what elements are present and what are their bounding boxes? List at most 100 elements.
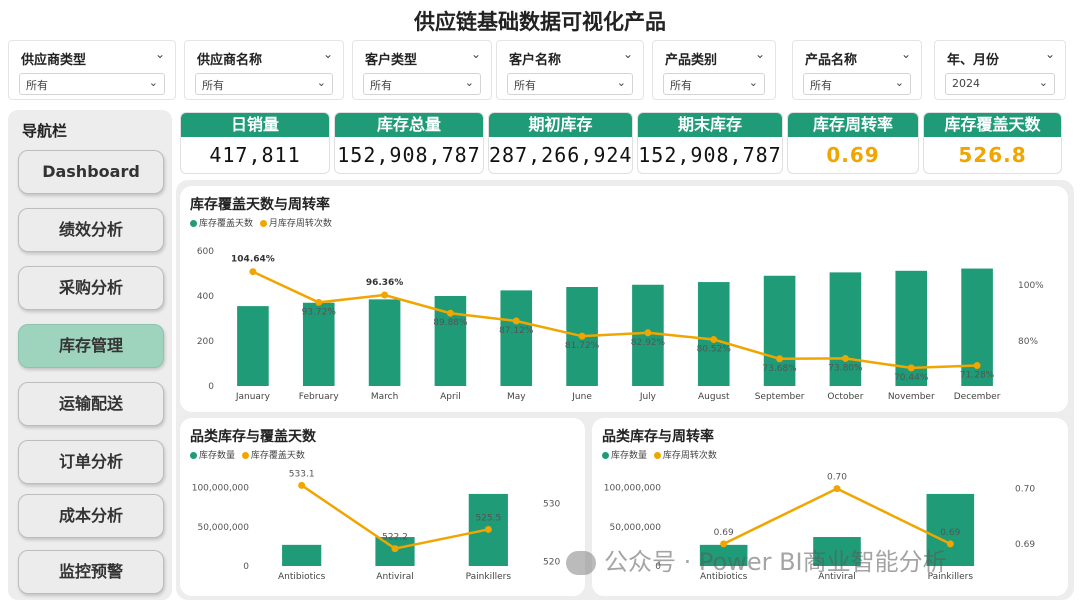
filter-select[interactable]: 2024 ⌄ <box>945 73 1055 95</box>
x-tick-label: March <box>371 392 398 402</box>
filter-label: 客户名称 <box>509 53 562 68</box>
data-label: 96.36% <box>366 278 404 288</box>
y2-tick-label: 0.70 <box>1015 485 1035 495</box>
bar <box>500 290 533 386</box>
chevron-down-icon[interactable]: ⌄ <box>1044 47 1055 61</box>
monthly-chart-svg: 600 400 200 0 100% 80% January February March Apr… <box>197 247 1044 402</box>
x-tick-label: Painkillers <box>466 572 512 582</box>
filter-label: 年、月份 <box>947 53 1000 68</box>
filter-select[interactable]: 所有 ⌄ <box>663 73 765 95</box>
line-point <box>776 355 784 363</box>
nav-item-dashboard[interactable]: Dashboard <box>18 150 164 194</box>
nav-item-orders[interactable]: 订单分析 <box>18 440 164 484</box>
data-label: 70.44% <box>894 373 929 383</box>
legend-item: 库存覆盖天数 <box>250 451 305 461</box>
filter-product-name[interactable]: 产品名称 ⌄ 所有 ⌄ <box>792 40 922 100</box>
filter-select[interactable]: 所有 ⌄ <box>195 73 333 95</box>
chevron-down-icon: ⌄ <box>464 76 474 89</box>
chevron-down-icon[interactable]: ⌄ <box>754 47 765 61</box>
kpi-value: 526.8 <box>958 143 1027 167</box>
data-label: 533.1 <box>289 469 315 479</box>
line-point <box>298 481 306 489</box>
y-tick-label: 50,000,000 <box>609 523 661 533</box>
y2-tick-label: 530 <box>543 499 560 509</box>
chevron-down-icon: ⌄ <box>148 76 158 89</box>
filter-customer-name[interactable]: 客户名称 ⌄ 所有 ⌄ <box>496 40 644 100</box>
x-tick-label: Antibiotics <box>700 572 748 582</box>
chevron-down-icon[interactable]: ⌄ <box>622 47 633 61</box>
chevron-down-icon: ⌄ <box>1038 76 1048 89</box>
data-label: 81.72% <box>565 341 600 351</box>
filter-supplier-name[interactable]: 供应商名称 ⌄ 所有 ⌄ <box>184 40 344 100</box>
bar <box>926 493 975 566</box>
legend-item: 库存数量 <box>199 451 236 461</box>
kpi-value: 152,908,787 <box>638 143 782 167</box>
filter-select[interactable]: 所有 ⌄ <box>803 73 911 95</box>
chevron-down-icon[interactable]: ⌄ <box>900 47 911 61</box>
data-label: 522.2 <box>382 533 408 543</box>
kpi-label: 期初库存 <box>489 113 632 137</box>
data-label: 0.69 <box>714 528 734 538</box>
y-tick-label: 200 <box>197 337 214 347</box>
nav-item-cost[interactable]: 成本分析 <box>18 494 164 538</box>
x-tick-label: August <box>698 392 730 402</box>
chevron-down-icon: ⌄ <box>894 76 904 89</box>
nav-item-logistics[interactable]: 运输配送 <box>18 382 164 426</box>
nav-item-performance[interactable]: 绩效分析 <box>18 208 164 252</box>
x-tick-label: April <box>440 392 461 402</box>
x-tick-label: December <box>954 392 1001 402</box>
y-tick-label: 100,000,000 <box>192 484 250 494</box>
chevron-down-icon: ⌄ <box>616 76 626 89</box>
filter-select[interactable]: 所有 ⌄ <box>507 73 633 95</box>
line-point <box>249 268 257 276</box>
series-line <box>252 270 978 370</box>
filter-supplier-type[interactable]: 供应商类型 ⌄ 所有 ⌄ <box>8 40 176 100</box>
line-point <box>841 354 849 362</box>
chevron-down-icon[interactable]: ⌄ <box>470 47 481 61</box>
kpi-closing-inventory: 期末库存 152,908,787 <box>637 112 783 174</box>
series-line <box>723 487 951 546</box>
kpi-label: 期末库存 <box>638 113 782 137</box>
filter-customer-type[interactable]: 客户类型 ⌄ 所有 ⌄ <box>352 40 492 100</box>
y-tick-label: 400 <box>197 292 214 302</box>
kpi-label: 库存总量 <box>335 113 483 137</box>
data-label: 0.69 <box>940 528 960 538</box>
data-label: 89.88% <box>433 318 468 328</box>
nav-item-procurement[interactable]: 采购分析 <box>18 266 164 310</box>
category-coverage-panel: 品类库存与覆盖天数 库存数量 库存覆盖天数 100,000,000 50,000,… <box>180 418 585 596</box>
kpi-value: 152,908,787 <box>337 143 481 167</box>
filter-select[interactable]: 所有 ⌄ <box>363 73 481 95</box>
kpi-value: 417,811 <box>209 143 301 167</box>
chevron-down-icon[interactable]: ⌄ <box>154 47 165 61</box>
filter-label: 供应商类型 <box>21 53 87 68</box>
chart-legend: 库存覆盖天数 月库存周转次数 <box>190 216 332 229</box>
chevron-down-icon[interactable]: ⌄ <box>322 47 333 61</box>
kpi-total-inventory: 库存总量 152,908,787 <box>334 112 484 174</box>
line-point <box>391 545 399 553</box>
y2-tick-label: 0.69 <box>1015 540 1035 550</box>
nav-item-alerts[interactable]: 监控预警 <box>18 550 164 594</box>
line-point <box>512 317 520 325</box>
y-tick-label: 600 <box>197 247 214 257</box>
line-point <box>720 540 728 548</box>
data-label: 71.28% <box>960 371 995 381</box>
filter-year-month[interactable]: 年、月份 ⌄ 2024 ⌄ <box>934 40 1066 100</box>
chart-title: 库存覆盖天数与周转率 <box>190 197 330 213</box>
line-point <box>315 298 323 306</box>
legend-item: 库存数量 <box>611 451 648 461</box>
filter-select[interactable]: 所有 ⌄ <box>19 73 165 95</box>
kpi-daily-sales: 日销量 417,811 <box>180 112 330 174</box>
filter-product-category[interactable]: 产品类别 ⌄ 所有 ⌄ <box>652 40 776 100</box>
line-point <box>484 525 492 533</box>
legend-item: 库存覆盖天数 <box>199 219 254 229</box>
filter-label: 产品类别 <box>665 53 718 68</box>
legend-dot-icon <box>190 452 197 459</box>
bar <box>813 537 861 566</box>
x-tick-label: October <box>827 392 863 402</box>
data-label: 82.92% <box>631 338 666 348</box>
y-tick-label: 100,000,000 <box>604 484 662 494</box>
nav-item-inventory[interactable]: 库存管理 <box>18 324 164 368</box>
watermark: 公众号 · Power BI商业智能分析 <box>566 542 947 577</box>
y2-tick-label: 100% <box>1018 281 1044 291</box>
kpi-value: 287,266,924 <box>489 143 633 167</box>
